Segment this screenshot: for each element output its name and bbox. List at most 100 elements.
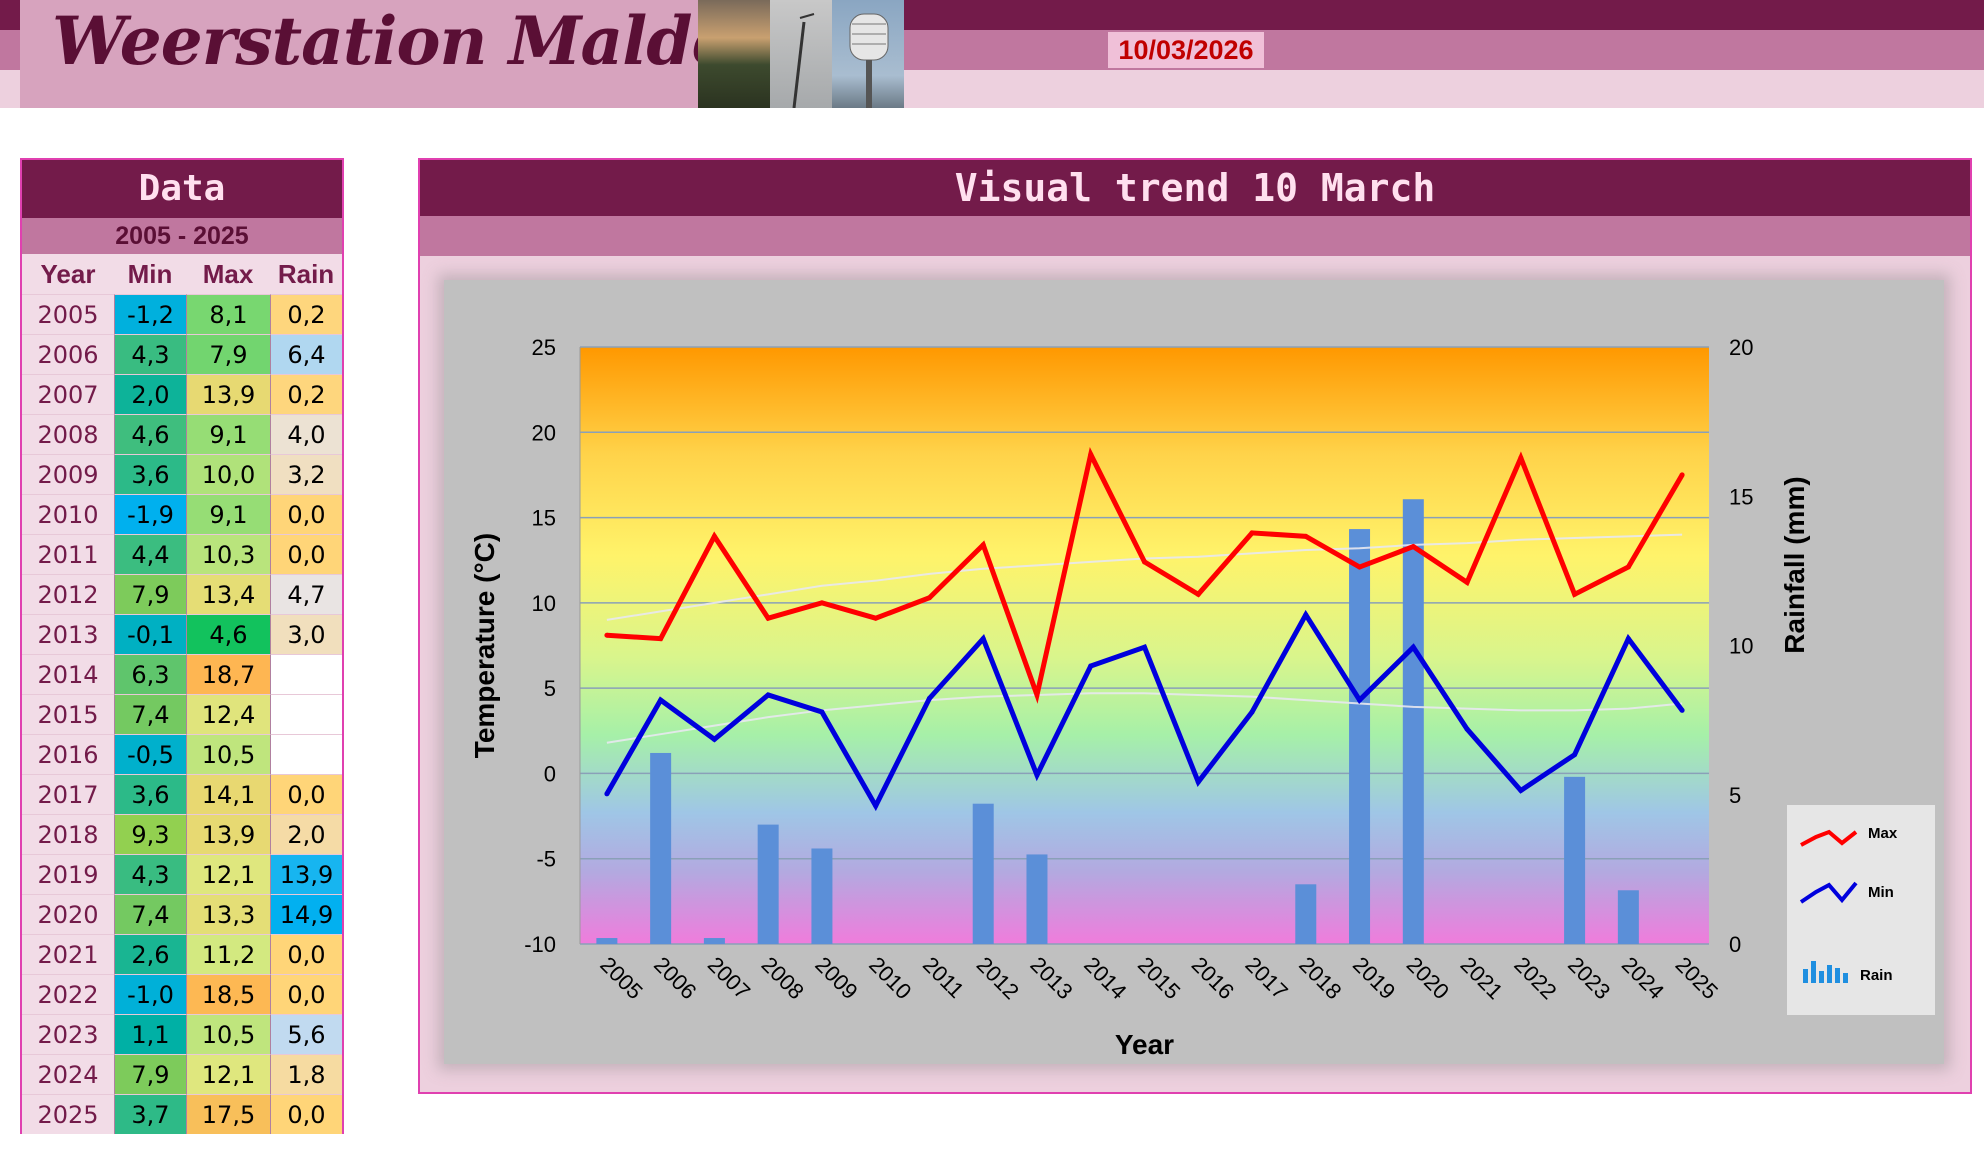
cell-year: 2023 (22, 1014, 114, 1054)
anemometer-icon (792, 13, 815, 109)
max-line-point (765, 615, 771, 621)
cell-max: 7,9 (186, 334, 270, 374)
cell-max: 13,3 (186, 894, 270, 934)
cell-max: 18,7 (186, 654, 270, 694)
header-min: Min (127, 259, 173, 289)
cell-max: 9,1 (186, 414, 270, 454)
cell-rain: 3,2 (270, 454, 342, 494)
table-row: 2018 9,3 13,9 2,0 (22, 814, 342, 854)
cell-max: 13,4 (186, 574, 270, 614)
table-row: 2005 -1,2 8,1 0,2 (22, 294, 342, 334)
cell-rain: 0,0 (270, 494, 342, 534)
cell-max: 13,9 (186, 814, 270, 854)
table-row: 2009 3,6 10,0 3,2 (22, 454, 342, 494)
rain-bar (596, 938, 618, 944)
cell-rain: 0,0 (270, 934, 342, 974)
data-table: Data 2005 - 2025 Year Min Max Rain 2005-… (20, 158, 344, 1134)
cell-min: 3,6 (114, 454, 186, 494)
y2-tick-label: 5 (1729, 783, 1741, 808)
x-tick-label: 2007 (703, 952, 755, 1004)
max-line-point (819, 600, 825, 606)
header-rain: Rain (277, 259, 335, 289)
cell-rain: 4,7 (270, 574, 342, 614)
table-row: 2023 1,1 10,5 5,6 (22, 1014, 342, 1054)
cell-year: 2014 (22, 654, 114, 694)
legend-min-label: Min (1868, 884, 1894, 901)
min-line-point (1142, 644, 1147, 650)
table-row: 2015 7,4 12,4 (22, 694, 342, 734)
legend-rain-icon-bar (1835, 968, 1840, 983)
table-row: 2008 4,6 9,1 4,0 (22, 414, 342, 454)
cell-max: 11,2 (186, 934, 270, 974)
chart-legend: Max Min Rain (1787, 805, 1935, 1015)
min-line-point (1679, 707, 1685, 713)
max-line-point (1142, 559, 1147, 565)
table-row: 2011 4,4 10,3 0,0 (22, 534, 342, 574)
table-row: 2016 -0,5 10,5 (22, 734, 342, 774)
y-tick-label: -10 (524, 932, 556, 957)
cell-year: 2024 (22, 1054, 114, 1094)
max-line-point (711, 533, 717, 539)
table-title: Data (22, 160, 342, 218)
cell-min: 3,7 (114, 1094, 186, 1134)
max-line-point (1195, 591, 1201, 597)
title-banner: Weerstation Malderen (20, 0, 855, 108)
chart-title: Visual trend 10 March (420, 160, 1970, 216)
rain-bar (1402, 499, 1424, 944)
min-line-point (1410, 644, 1416, 650)
legend-rain-icon-bar (1819, 971, 1824, 983)
cell-min: 2,6 (114, 934, 186, 974)
cell-min: 1,1 (114, 1014, 186, 1054)
cell-min: -1,2 (114, 294, 186, 334)
cell-rain: 6,4 (270, 334, 342, 374)
y2-axis-title: Rainfall (mm) (1779, 476, 1810, 653)
cell-year: 2022 (22, 974, 114, 1014)
legend-rain-icon-bar (1843, 973, 1848, 983)
y-tick-label: 20 (532, 420, 556, 445)
cell-max: 9,1 (186, 494, 270, 534)
cell-year: 2005 (22, 294, 114, 334)
max-line-point (1572, 591, 1578, 597)
table-row: 2019 4,3 12,1 13,9 (22, 854, 342, 894)
min-line-point (1303, 612, 1309, 618)
max-line-point (1410, 544, 1416, 550)
cell-min: 7,4 (114, 694, 186, 734)
x-tick-label: 2009 (810, 952, 862, 1004)
cell-max: 10,0 (186, 454, 270, 494)
rain-bar (972, 803, 994, 944)
header-year: Year (40, 259, 96, 289)
cell-max: 17,5 (186, 1094, 270, 1134)
cell-max: 12,4 (186, 694, 270, 734)
cell-min: 6,3 (114, 654, 186, 694)
table-row: 2022 -1,0 18,5 0,0 (22, 974, 342, 1014)
current-date: 10/03/2026 (1108, 32, 1264, 68)
trendline-min (606, 692, 1683, 744)
min-line-point (1518, 787, 1524, 793)
y-axis-title: Temperature (°C) (469, 533, 500, 758)
x-tick-label: 2015 (1133, 952, 1185, 1004)
photo-anemometer-mast (770, 0, 832, 109)
max-line-point (1034, 692, 1040, 698)
cell-max: 4,6 (186, 614, 270, 654)
x-tick-label: 2017 (1240, 952, 1292, 1004)
max-line-point (1625, 564, 1631, 570)
cell-min: -1,0 (114, 974, 186, 1014)
max-line-point (1303, 533, 1309, 539)
min-line-point (1625, 636, 1631, 642)
x-tick-label: 2005 (595, 952, 647, 1004)
cell-rain: 1,8 (270, 1054, 342, 1094)
y-tick-label: 15 (532, 506, 556, 531)
min-line-point (1249, 709, 1255, 715)
legend-rain-label: Rain (1860, 967, 1893, 984)
cell-min: 4,3 (114, 334, 186, 374)
y2-tick-label: 20 (1729, 335, 1753, 360)
rain-bar (1564, 776, 1586, 944)
cell-max: 10,5 (186, 734, 270, 774)
cell-rain: 13,9 (270, 854, 342, 894)
cell-year: 2008 (22, 414, 114, 454)
rain-bar (811, 848, 833, 944)
cell-max: 12,1 (186, 1054, 270, 1094)
cell-max: 18,5 (186, 974, 270, 1014)
max-line-point (1357, 564, 1363, 570)
